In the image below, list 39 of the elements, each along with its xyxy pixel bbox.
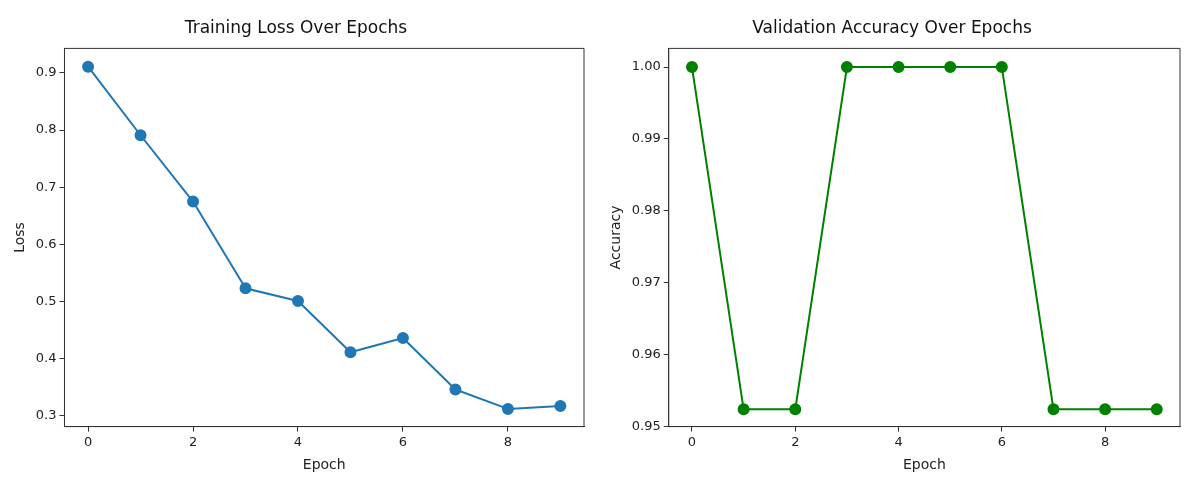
y-axis-title: Loss [11,222,28,253]
point [82,60,95,73]
y-axis-title: Accuracy [607,205,624,270]
y-tick-label: 0.8 [35,121,57,137]
x-tick-label: 2 [188,433,198,449]
y-tick-label: 1.00 [631,58,661,74]
point [501,402,514,415]
x-tick-label: 8 [503,433,513,449]
x-tick-label: 8 [1100,433,1110,449]
y-tick-label: 0.6 [35,235,57,251]
y-tick-label: 0.96 [631,346,661,362]
point [292,294,304,307]
x-tick-label: 4 [293,433,303,449]
point [239,282,252,295]
point [554,400,567,413]
x-tick-label: 0 [687,433,697,449]
y-tick-label: 0.4 [35,349,57,365]
y-tick-label: 0.3 [35,407,57,423]
y-tick-label: 0.7 [35,178,57,194]
x-axis-title: Epoch [302,456,346,473]
x-tick-label: 6 [398,433,408,449]
point [187,195,200,208]
point [344,346,357,359]
x-tick-label: 2 [791,433,800,449]
y-tick-label: 0.9 [35,64,57,80]
chart-title: Validation Accuracy Over Epochs [752,16,1032,37]
y-tick-label: 0.98 [631,202,661,218]
y-tick-label: 0.5 [35,292,57,308]
x-tick-label: 4 [894,433,903,449]
y-tick-label: 0.95 [631,417,661,433]
x-tick-label: 0 [83,433,93,449]
x-axis-title: Epoch [902,456,946,473]
point [449,383,462,396]
point [396,332,409,345]
chart-title: Training Loss Over Epochs [183,16,408,37]
point [134,129,147,142]
y-tick-label: 0.97 [631,274,661,290]
y-tick-label: 0.99 [631,130,661,146]
x-tick-label: 6 [997,433,1006,449]
